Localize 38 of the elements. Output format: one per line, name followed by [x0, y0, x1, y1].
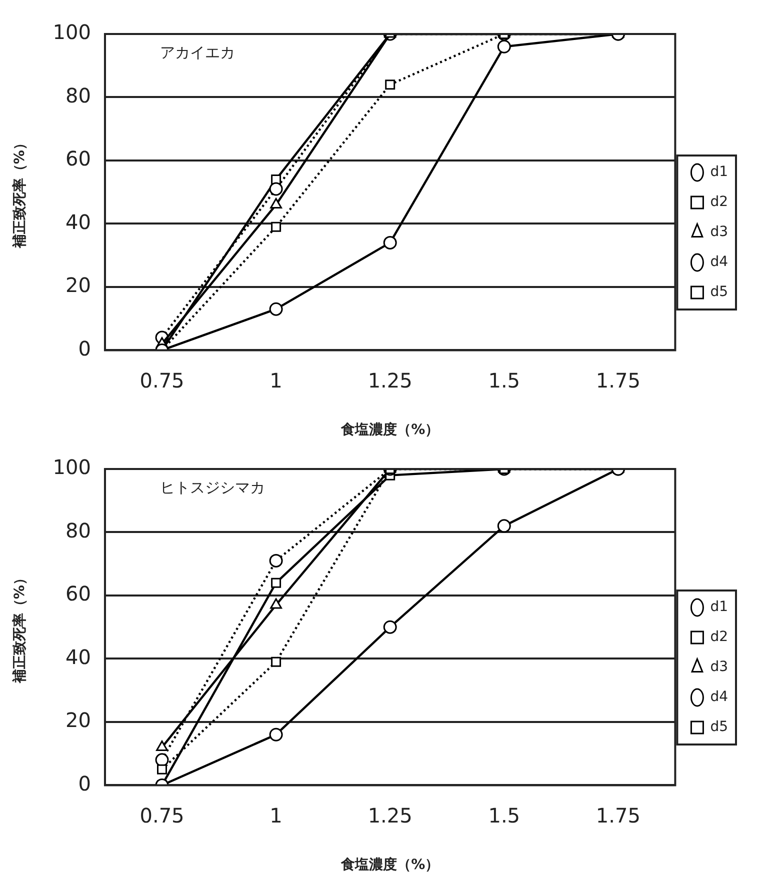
y-tick-label: 0	[78, 336, 91, 360]
legend-label: d2	[710, 629, 728, 646]
y-tick-label: 80	[66, 518, 91, 542]
x-tick-label: 1.25	[368, 803, 412, 828]
y-tick-label: 40	[66, 644, 91, 669]
x-axis-title: 食塩濃度（%）	[340, 856, 440, 874]
x-tick-label: 1	[270, 803, 282, 828]
legend-label: d3	[710, 659, 728, 676]
x-tick-label: 1.5	[488, 368, 520, 392]
y-tick-label: 100	[52, 455, 91, 480]
y-tick-label: 80	[66, 83, 91, 108]
legend-label: d4	[710, 254, 728, 270]
annotation: ヒトスジシマカ	[160, 478, 265, 496]
legend-label: d1	[710, 164, 728, 180]
x-tick-label: 1	[270, 368, 282, 392]
legend-label: d2	[710, 194, 728, 210]
y-tick-label: 60	[66, 146, 91, 171]
x-tick-label: 1.25	[368, 368, 412, 392]
legend-label: d1	[710, 599, 728, 616]
y-axis-title: 補正致死率（%）	[11, 571, 28, 684]
x-tick-label: 1.75	[596, 803, 640, 828]
x-axis-title: 食塩濃度（%）	[340, 421, 440, 438]
annotation: アカイエカ	[160, 43, 235, 62]
legend-label: d4	[710, 689, 728, 706]
y-tick-label: 40	[66, 210, 91, 234]
legend-label: d3	[710, 224, 728, 240]
x-tick-label: 1.5	[488, 803, 520, 828]
x-tick-label: 1.75	[596, 368, 640, 392]
y-tick-label: 20	[66, 273, 91, 298]
legend-label: d5	[710, 284, 728, 300]
y-tick-label: 100	[52, 20, 91, 44]
y-axis-title: 補正致死率（%）	[11, 136, 28, 250]
y-tick-label: 60	[66, 582, 91, 606]
y-tick-label: 20	[66, 708, 91, 732]
legend-label: d5	[710, 719, 728, 736]
y-tick-label: 0	[78, 771, 91, 796]
x-tick-label: 0.75	[140, 803, 184, 828]
x-tick-label: 0.75	[140, 368, 184, 392]
